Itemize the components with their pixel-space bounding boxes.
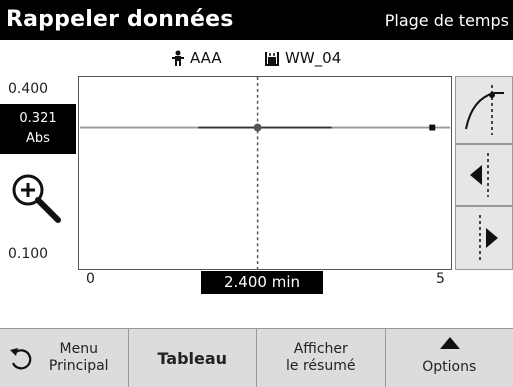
back-arrow-icon [10, 348, 32, 370]
person-icon [172, 50, 184, 66]
x-max-label: 5 [436, 271, 445, 287]
x-min-label: 0 [86, 271, 95, 287]
vial-icon [265, 51, 279, 66]
table-button[interactable]: Tableau [129, 329, 257, 387]
readout-value: 0.321 [19, 111, 57, 126]
summary-label-1: Afficher [293, 341, 348, 357]
data-series [198, 123, 436, 132]
chart-plot-area[interactable] [78, 76, 452, 270]
cursor-right-button[interactable] [455, 206, 513, 270]
info-bar: AAA WW_04 [0, 40, 513, 74]
title-bar: Rappeler données Plage de temps [0, 0, 513, 40]
cursor-value: 2.400 min [201, 271, 323, 294]
curve-fit-button[interactable] [455, 76, 513, 144]
y-min-label: 0.100 [8, 246, 49, 262]
main-menu-button[interactable]: Menu Principal [0, 329, 129, 387]
table-label: Tableau [157, 348, 228, 368]
readout-unit: Abs [26, 131, 50, 146]
bottom-toolbar: Menu Principal Tableau Afficher le résum… [0, 328, 513, 387]
sample-id: AAA [172, 49, 222, 67]
cursor-point [253, 123, 262, 132]
main-menu-label-2: Principal [48, 358, 109, 374]
main-menu-label-1: Menu [59, 341, 98, 357]
summary-label-2: le résumé [286, 358, 356, 374]
vial-id: WW_04 [265, 49, 341, 67]
vial-id-text: WW_04 [285, 49, 342, 67]
last-point-marker [429, 124, 436, 131]
zoom-in-icon[interactable] [8, 170, 66, 228]
options-label: Options [422, 358, 477, 375]
options-button[interactable]: Options [386, 329, 513, 387]
y-max-label: 0.400 [8, 81, 49, 97]
show-summary-button[interactable]: Afficher le résumé [257, 329, 386, 387]
cursor-left-icon [470, 153, 489, 197]
page-title: Rappeler données [6, 7, 234, 32]
up-arrow-icon [439, 337, 460, 349]
absorbance-readout: 0.321 Abs [0, 104, 76, 154]
cursor-left-button[interactable] [455, 144, 513, 206]
cursor-right-icon [479, 215, 498, 261]
curve-fit-icon [465, 85, 504, 135]
sample-id-text: AAA [190, 49, 222, 67]
mode-label: Plage de temps [384, 11, 509, 30]
